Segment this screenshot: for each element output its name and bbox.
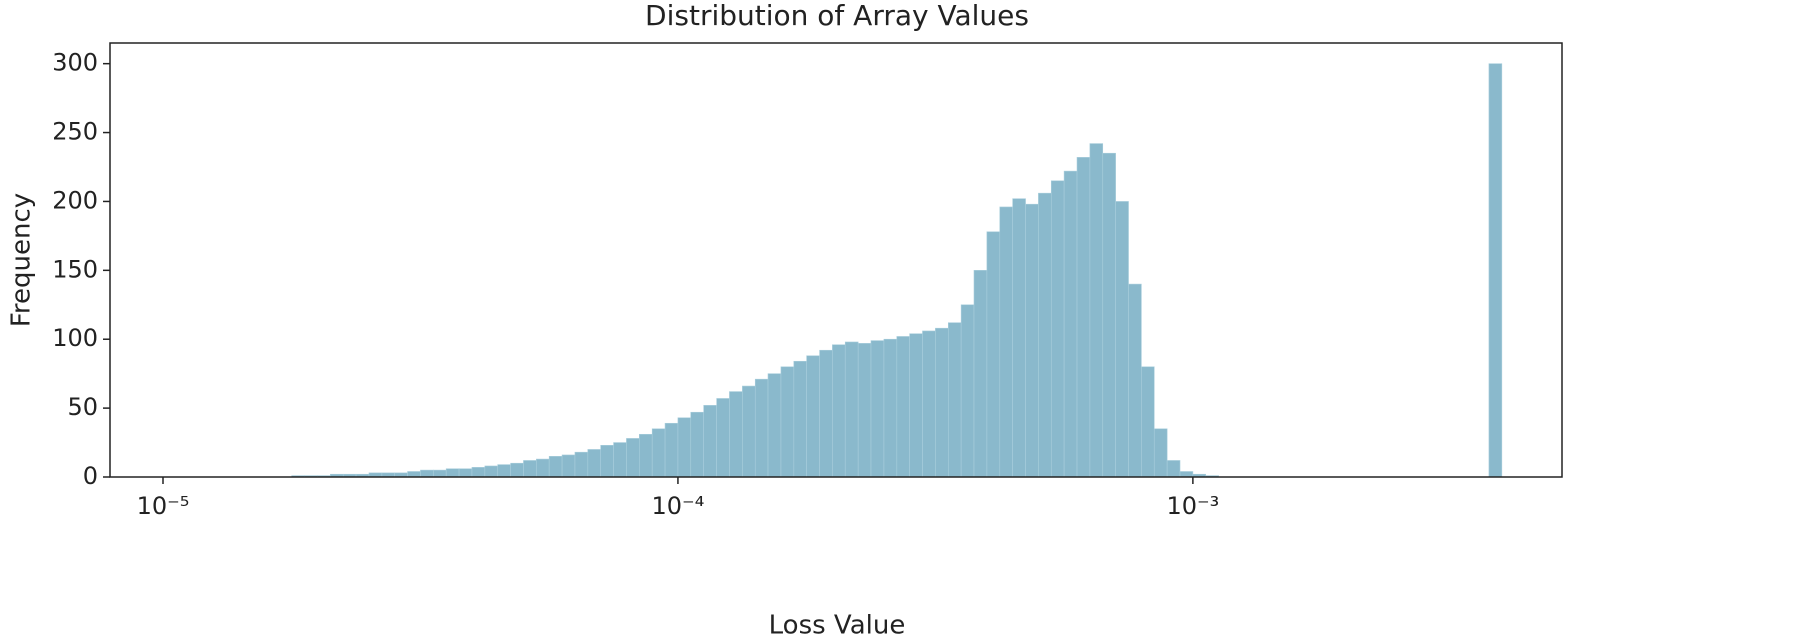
y-tick-label: 200 [52, 186, 98, 214]
bar [523, 460, 537, 478]
chart-title: Distribution of Array Values [645, 0, 1029, 32]
bar [767, 373, 782, 478]
bar [1076, 157, 1091, 478]
bar [445, 468, 460, 478]
bar [806, 355, 820, 478]
bar [1102, 152, 1116, 478]
y-tick-label: 250 [52, 118, 98, 146]
bar [1012, 198, 1026, 478]
bar [1063, 170, 1078, 478]
bar [973, 270, 988, 478]
bar [626, 438, 640, 478]
bar [870, 340, 885, 478]
bar [1128, 283, 1142, 478]
bar [1488, 63, 1503, 478]
bar [742, 385, 756, 478]
bar [1153, 428, 1168, 478]
x-tick-label: 10⁻³ [1166, 492, 1219, 520]
bar [948, 322, 962, 478]
bar [471, 467, 486, 478]
x-tick-label: 10⁻⁴ [652, 492, 705, 520]
bar [587, 449, 601, 478]
bar [1089, 143, 1104, 478]
bar [497, 464, 511, 478]
bar [613, 442, 627, 478]
bar [677, 417, 692, 478]
bar [407, 471, 421, 478]
bar [510, 462, 524, 478]
bar [780, 366, 795, 478]
bar [1025, 203, 1039, 478]
bar [433, 469, 447, 478]
bar [561, 454, 576, 478]
bar [909, 333, 923, 478]
bar [716, 398, 730, 478]
plot-frame [109, 42, 1563, 478]
bar [1038, 192, 1052, 478]
bar [1179, 471, 1194, 478]
bar [420, 469, 434, 478]
y-tick-label: 100 [52, 324, 98, 352]
bar [664, 422, 679, 478]
bar [639, 433, 653, 478]
bar [600, 445, 614, 478]
bar [960, 304, 975, 478]
y-axis-label: Frequency [7, 193, 37, 327]
bar [484, 465, 499, 478]
bar [844, 341, 859, 478]
bar [1166, 460, 1181, 478]
bar [548, 456, 563, 478]
bar [896, 336, 910, 478]
bar [922, 330, 936, 478]
bar [458, 468, 473, 478]
bar [986, 231, 1001, 478]
bar [1050, 180, 1065, 478]
bar [883, 338, 898, 478]
bar [1141, 366, 1155, 478]
y-tick-label: 50 [67, 393, 98, 421]
bar [690, 411, 704, 478]
bar [729, 391, 743, 478]
bar [754, 378, 769, 478]
bar [857, 343, 872, 478]
bar [935, 327, 949, 478]
bar [574, 451, 589, 478]
bar [536, 458, 550, 478]
y-tick-label: 300 [52, 49, 98, 77]
bar [819, 349, 833, 478]
bar [651, 428, 666, 478]
bar [793, 360, 807, 478]
bar [703, 405, 717, 478]
x-axis-label: Loss Value [769, 611, 906, 641]
bar [1115, 201, 1129, 478]
y-tick-label: 150 [52, 255, 98, 283]
bar [832, 344, 846, 478]
y-tick-label: 0 [83, 462, 98, 490]
bar [999, 206, 1013, 478]
x-tick-label: 10⁻⁵ [137, 492, 190, 520]
